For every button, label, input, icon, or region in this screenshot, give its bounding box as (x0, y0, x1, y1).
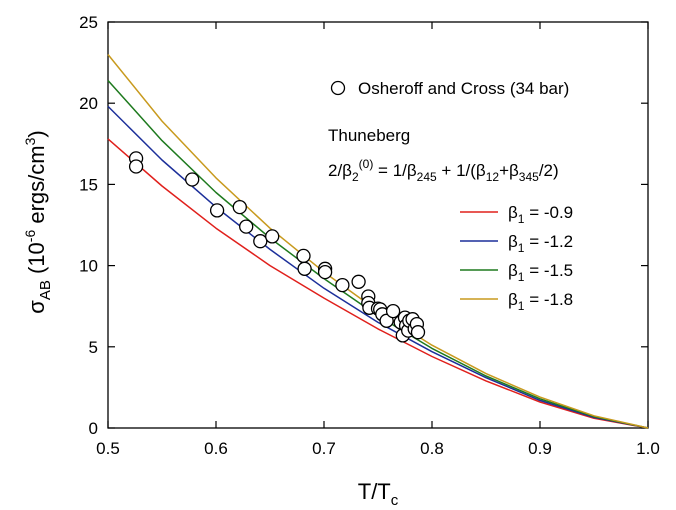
x-tick-label: 0.5 (96, 439, 120, 458)
formula-part-b: = 1/β (373, 161, 417, 180)
legend-line-label: β1 = -1.5 (508, 261, 573, 284)
legend-line-label: β1 = -1.8 (508, 290, 573, 313)
scatter-point (253, 234, 268, 249)
scatter-point (410, 325, 426, 340)
scatter-point (385, 303, 401, 319)
legend-line-entries: β1 = -0.9 β1 = -1.2 β1 = -1.5 β1 = -1.8 (460, 203, 573, 313)
scatter-point (239, 219, 254, 234)
plot-border (107, 21, 649, 429)
formula-sub-b: 245 (417, 170, 437, 184)
legend-line-entry: β1 = -1.5 (460, 261, 573, 284)
x-tick-label: 0.9 (528, 439, 552, 458)
y-axis-ticks: 0 5 10 15 20 25 (79, 13, 648, 438)
x-axis-title: T/Tc (358, 479, 399, 509)
formula-part-a: 2/β (328, 161, 352, 180)
scatter-point (185, 172, 200, 187)
scatter-point (232, 199, 247, 215)
x-tick-label: 1.0 (636, 439, 660, 458)
y-axis-title: σAB (10-6 ergs/cm3) (22, 130, 54, 313)
y-tick-label: 25 (79, 13, 98, 32)
scatter-point (128, 159, 144, 174)
plot-frame (107, 21, 649, 429)
scatter-point (209, 203, 225, 218)
formula-part-d: +β (499, 161, 519, 180)
formula-sub-d: 345 (519, 170, 539, 184)
formula-sub-c: 12 (486, 170, 500, 184)
annotation-author: Thuneberg (328, 126, 410, 145)
scatter-points (128, 151, 426, 343)
legend-line-label: β1 = -1.2 (508, 232, 573, 255)
formula-part-e: /2) (539, 161, 559, 180)
legend-line-entry: β1 = -0.9 (460, 203, 573, 226)
legend-line-entry: β1 = -1.8 (460, 290, 573, 313)
legend-line-entry: β1 = -1.2 (460, 232, 573, 255)
x-tick-label: 0.6 (204, 439, 228, 458)
y-tick-label: 10 (79, 257, 98, 276)
scatter-point (296, 248, 311, 264)
formula-part-c: + 1/(β (437, 161, 486, 180)
annotation-formula: 2/β2(0) = 1/β245 + 1/(β12+β345/2) (328, 157, 559, 184)
series-line (107, 105, 649, 429)
formula-sup-a: (0) (359, 157, 374, 171)
legend-scatter-entry: Osheroff and Cross (34 bar) (330, 79, 569, 98)
y-tick-label: 15 (79, 175, 98, 194)
scatter-point (379, 313, 394, 328)
scatter-point (265, 229, 280, 244)
scatter-point (335, 277, 350, 293)
scatter-point (317, 264, 333, 280)
y-tick-label: 0 (89, 419, 98, 438)
series-line (107, 138, 649, 429)
x-tick-label: 0.8 (420, 439, 444, 458)
x-tick-label: 0.7 (312, 439, 336, 458)
x-axis-ticks: 0.5 0.6 0.7 0.8 0.9 1.0 (96, 22, 660, 458)
scatter-point (297, 261, 312, 276)
y-tick-label: 20 (79, 94, 98, 113)
legend-scatter-label: Osheroff and Cross (34 bar) (358, 79, 569, 98)
scatter-point (351, 274, 366, 289)
y-tick-label: 5 (89, 338, 98, 357)
legend-scatter-marker (330, 80, 346, 96)
formula-sub-a: 2 (352, 170, 359, 184)
legend-line-label: β1 = -0.9 (508, 203, 573, 226)
